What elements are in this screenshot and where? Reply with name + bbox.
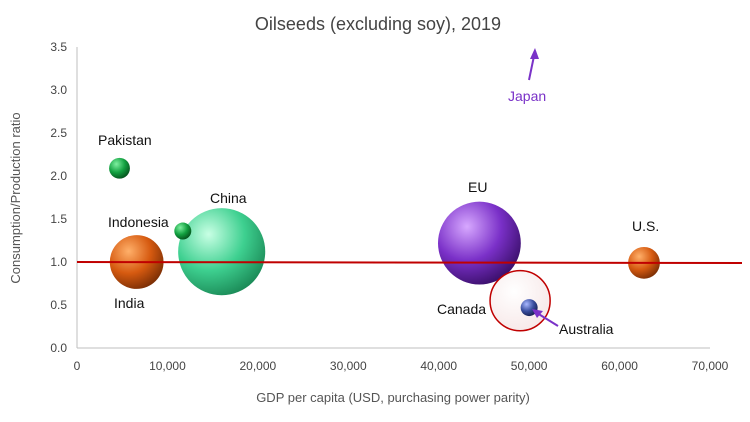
bubbles <box>109 157 660 332</box>
reference-line <box>76 261 743 264</box>
x-tick-label: 50,000 <box>511 359 548 373</box>
bubble-china <box>178 208 266 296</box>
bubble-pakistan <box>109 157 130 179</box>
x-tick-label: 40,000 <box>420 359 457 373</box>
label-india: India <box>114 295 145 311</box>
label-canada: Canada <box>437 301 486 317</box>
bubble-canada <box>489 269 551 332</box>
chart-title: Oilseeds (excluding soy), 2019 <box>255 14 501 34</box>
x-tick-label: 20,000 <box>240 359 277 373</box>
bubble-labels: Pakistan India Indonesia China EU Canada… <box>98 88 659 337</box>
y-tick-label: 0.5 <box>50 298 67 312</box>
label-china: China <box>210 190 247 206</box>
y-axis-title: Consumption/Production ratio <box>8 112 23 283</box>
y-tick-label: 0.0 <box>50 341 67 355</box>
y-tick-labels: 0.0 0.5 1.0 1.5 2.0 2.5 3.0 3.5 <box>50 40 67 355</box>
label-australia: Australia <box>559 321 614 337</box>
australia-arrow <box>536 312 559 327</box>
label-us: U.S. <box>632 218 659 234</box>
label-indonesia: Indonesia <box>108 214 169 230</box>
y-tick-label: 1.5 <box>50 212 67 226</box>
x-tick-label: 70,000 <box>692 359 729 373</box>
y-tick-label: 2.5 <box>50 126 67 140</box>
japan-arrowhead <box>530 48 539 59</box>
label-japan: Japan <box>508 88 546 104</box>
x-tick-label: 0 <box>74 359 81 373</box>
axes: 0 10,000 20,000 30,000 40,000 50,000 60,000 70,… <box>50 40 728 373</box>
australia-arrowhead <box>532 309 543 318</box>
bubble-eu <box>437 201 521 285</box>
x-tick-labels: 0 10,000 20,000 30,000 40,000 50,000 60,000 70,… <box>74 359 729 373</box>
bubble-indonesia <box>174 222 192 240</box>
japan-arrow <box>528 55 535 81</box>
bubble-australia <box>520 299 538 317</box>
y-tick-label: 2.0 <box>50 169 67 183</box>
label-pakistan: Pakistan <box>98 132 152 148</box>
y-tick-label: 3.0 <box>50 83 67 97</box>
x-axis-title: GDP per capita (USD, purchasing power pa… <box>256 390 530 405</box>
y-tick-label: 3.5 <box>50 40 67 54</box>
x-tick-label: 60,000 <box>601 359 638 373</box>
label-eu: EU <box>468 179 487 195</box>
y-tick-label: 1.0 <box>50 255 67 269</box>
x-tick-label: 30,000 <box>330 359 367 373</box>
annotation-arrows <box>528 48 559 327</box>
x-tick-label: 10,000 <box>149 359 186 373</box>
